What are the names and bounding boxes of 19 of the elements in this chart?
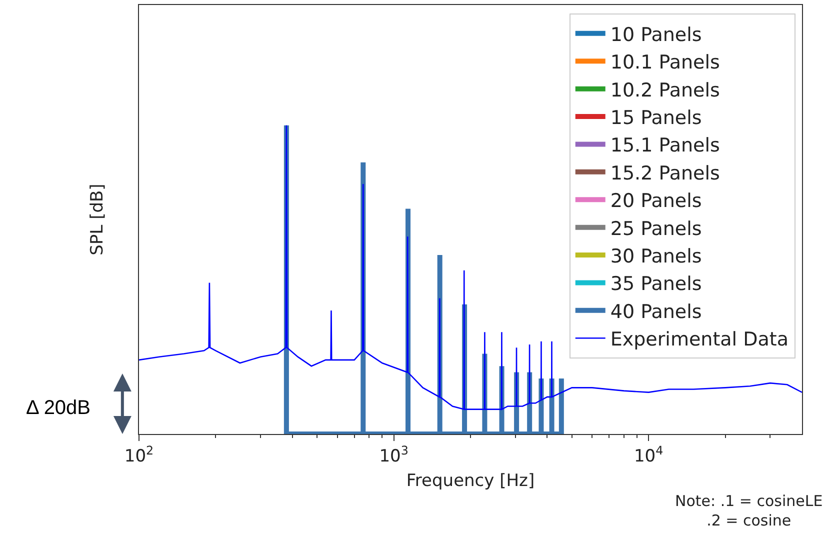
legend-label: 35 Panels	[610, 273, 702, 296]
legend-label: 25 Panels	[610, 218, 702, 240]
legend-label: 10 Panels	[610, 24, 702, 46]
legend-label: 40 Panels	[610, 300, 702, 323]
legend-label: 15.1 Panels	[610, 134, 720, 157]
legend-label: 10.1 Panels	[610, 52, 720, 74]
legend-label: 15 Panels	[610, 106, 702, 129]
x-tick-label: 10$^{4}$	[634, 443, 664, 466]
legend-label: 30 Panels	[610, 245, 702, 268]
x-tick-label: 10$^{2}$	[124, 443, 154, 466]
text: Δ 20dB	[26, 397, 91, 419]
x-tick-label: 10$^{3}$	[379, 443, 408, 466]
legend-label: 15.2 Panels	[610, 162, 720, 184]
x-axis-title: Frequency [Hz]	[406, 470, 535, 491]
text: Note: .1 = cosineLE .2 = cosine	[675, 492, 823, 530]
legend-label: 10.2 Panels	[610, 79, 720, 102]
legend-label: Experimental Data	[610, 328, 788, 351]
legend-label: 20 Panels	[610, 190, 702, 212]
y-axis-title: SPL [dB]	[87, 184, 108, 256]
